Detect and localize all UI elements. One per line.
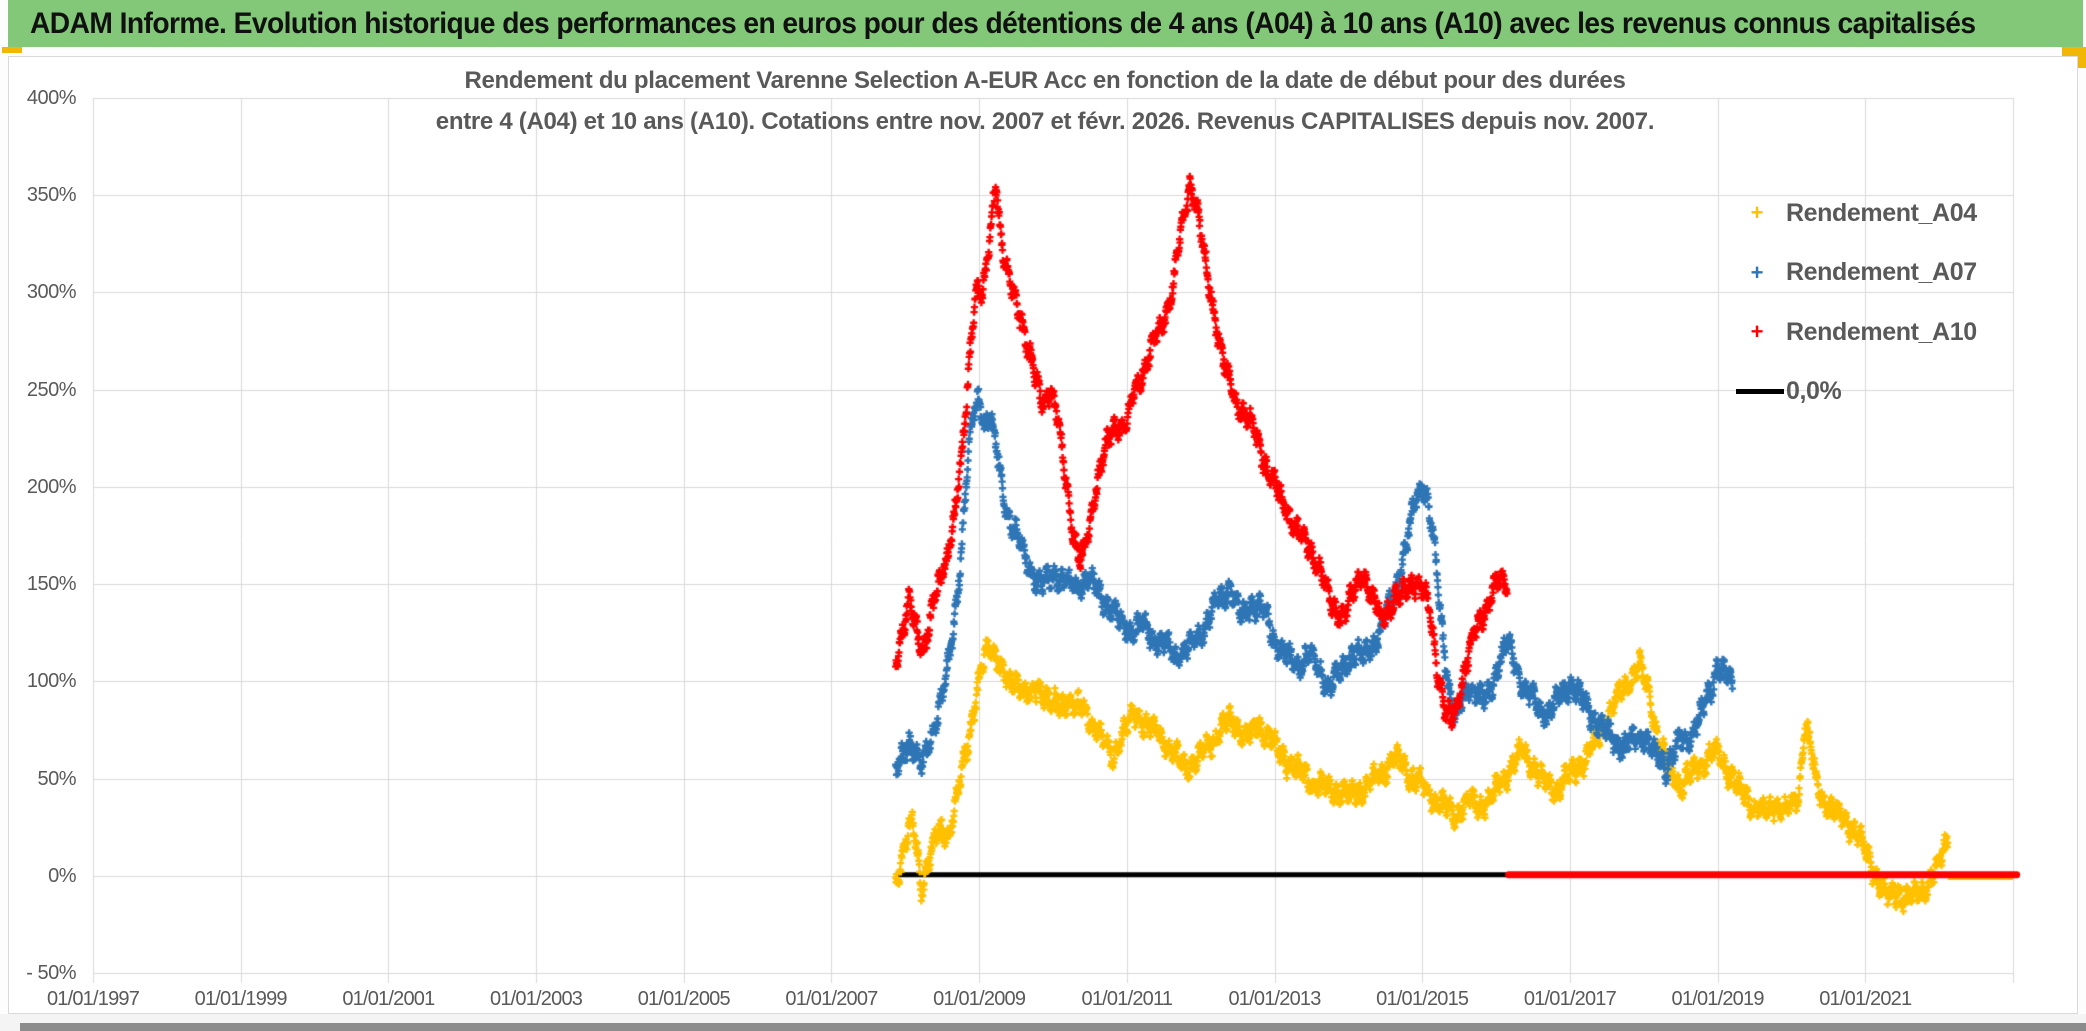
legend-label: Rendement_A04 — [1786, 198, 1977, 227]
legend-label: Rendement_A07 — [1786, 258, 1977, 286]
y-tick-label: - 50% — [26, 962, 76, 984]
chart-title-line2: entre 4 (A04) et 10 ans (A10). Cotations… — [435, 108, 1655, 135]
plus-marker-icon: + — [1750, 259, 1764, 285]
x-tick-label: 01/01/1997 — [46, 988, 140, 1010]
x-tick-label: 01/01/2003 — [490, 988, 583, 1010]
y-tick-label: 350% — [26, 184, 77, 207]
y-tick-label: 200% — [26, 475, 77, 498]
x-tick-label: 01/01/2001 — [342, 988, 435, 1010]
plus-marker-icon: + — [1750, 200, 1764, 225]
y-tick-label: 300% — [26, 281, 77, 304]
x-tick-label: 01/01/2007 — [785, 988, 878, 1010]
legend-label: Rendement_A10 — [1786, 317, 1977, 346]
x-tick-label: 01/01/2009 — [933, 988, 1026, 1010]
y-tick-label: 0% — [48, 864, 76, 887]
x-tick-label: 01/01/2005 — [637, 988, 731, 1010]
legend-label: 0,0% — [1786, 377, 1842, 405]
x-tick-label: 01/01/2019 — [1671, 988, 1765, 1010]
plus-marker-icon: + — [1750, 319, 1764, 344]
y-tick-label: 50% — [37, 767, 76, 790]
x-tick-label: 01/01/1999 — [194, 988, 288, 1010]
legend-item-rendement-a07: + Rendement_A07 — [1728, 256, 1978, 290]
zero-line-sample — [1736, 389, 1784, 394]
legend-item-rendement-a04: + Rendement_A04 — [1728, 196, 1978, 230]
x-tick-label: 01/01/2013 — [1228, 988, 1321, 1010]
x-tick-label: 01/01/2017 — [1523, 988, 1617, 1010]
y-tick-label: 100% — [26, 670, 77, 693]
x-tick-label: 01/01/2011 — [1081, 988, 1173, 1010]
y-tick-label: 400% — [26, 87, 77, 109]
x-tick-label: 01/01/2015 — [1376, 988, 1469, 1010]
legend-item-rendement-a10: + Rendement_A10 — [1728, 315, 1978, 349]
chart-title: Rendement du placement Varenne Selection… — [330, 60, 1760, 142]
x-tick-label: 01/01/2021 — [1819, 988, 1912, 1010]
y-tick-label: 250% — [26, 378, 77, 401]
chart-title-line1: Rendement du placement Varenne Selection… — [464, 67, 1626, 94]
legend-item-0-0-: 0,0% — [1728, 375, 1842, 409]
bottom-scrollbar[interactable] — [20, 1023, 2086, 1031]
y-tick-label: 150% — [26, 573, 77, 596]
